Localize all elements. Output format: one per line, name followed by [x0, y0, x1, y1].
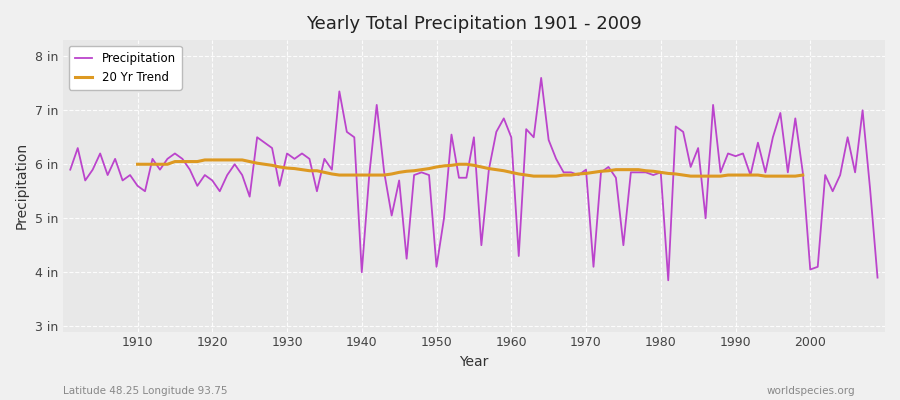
20 Yr Trend	[610, 167, 621, 172]
Precipitation	[125, 173, 136, 178]
20 Yr Trend	[230, 158, 240, 162]
Line: Precipitation: Precipitation	[70, 78, 878, 280]
20 Yr Trend	[716, 174, 726, 178]
Y-axis label: Precipitation: Precipitation	[15, 142, 29, 230]
X-axis label: Year: Year	[459, 355, 489, 369]
Precipitation	[506, 135, 517, 140]
20 Yr Trend	[797, 173, 808, 178]
Precipitation	[499, 116, 509, 121]
20 Yr Trend	[200, 158, 211, 162]
Text: worldspecies.org: worldspecies.org	[767, 386, 855, 396]
20 Yr Trend	[700, 174, 711, 178]
20 Yr Trend	[782, 174, 793, 178]
Precipitation	[662, 278, 673, 283]
Precipitation	[334, 89, 345, 94]
Title: Yearly Total Precipitation 1901 - 2009: Yearly Total Precipitation 1901 - 2009	[306, 15, 642, 33]
Legend: Precipitation, 20 Yr Trend: Precipitation, 20 Yr Trend	[68, 46, 182, 90]
Precipitation	[536, 76, 546, 80]
Precipitation	[289, 156, 300, 161]
Precipitation	[872, 275, 883, 280]
20 Yr Trend	[528, 174, 539, 178]
20 Yr Trend	[341, 173, 352, 178]
Text: Latitude 48.25 Longitude 93.75: Latitude 48.25 Longitude 93.75	[63, 386, 228, 396]
20 Yr Trend	[132, 162, 143, 167]
Precipitation	[603, 164, 614, 169]
Precipitation	[65, 167, 76, 172]
Line: 20 Yr Trend: 20 Yr Trend	[138, 160, 803, 176]
